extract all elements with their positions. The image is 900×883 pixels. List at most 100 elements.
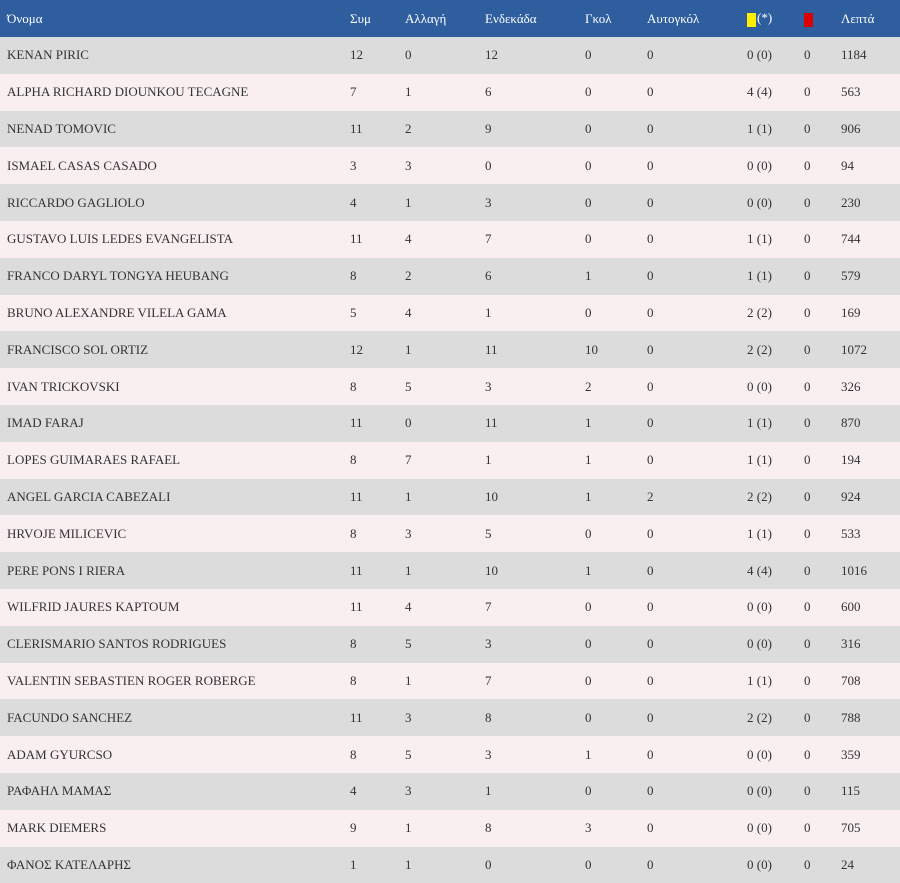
- table-row: KENAN PIRIC 12 0 12 0 0 0 (0) 0 1184: [0, 37, 900, 74]
- cell-player-name[interactable]: GUSTAVO LUIS LEDES EVANGELISTA: [7, 231, 234, 247]
- cell-apps: 8: [350, 452, 357, 468]
- cell-starts: 7: [485, 231, 492, 247]
- cell-player-name[interactable]: NENAD TOMOVIC: [7, 120, 116, 136]
- cell-starts: 0: [485, 157, 492, 173]
- cell-player-name[interactable]: WILFRID JAURES KAPTOUM: [7, 599, 180, 615]
- cell-yellow-cards: 2 (2): [747, 304, 772, 320]
- cell-goals: 0: [585, 783, 592, 799]
- cell-apps: 7: [350, 84, 357, 100]
- cell-minutes: 906: [841, 120, 861, 136]
- cell-red-cards: 0: [804, 415, 811, 431]
- cell-goals: 1: [585, 562, 592, 578]
- cell-player-name[interactable]: VALENTIN SEBASTIEN ROGER ROBERGE: [7, 672, 256, 688]
- cell-own-goals: 0: [647, 820, 654, 836]
- cell-minutes: 115: [841, 783, 861, 799]
- cell-starts: 3: [485, 194, 492, 210]
- cell-yellow-cards: 0 (0): [747, 856, 772, 872]
- cell-yellow-cards: 1 (1): [747, 452, 772, 468]
- cell-player-name[interactable]: ADAM GYURCSO: [7, 746, 113, 762]
- table-row: CLERISMARIO SANTOS RODRIGUES 8 5 3 0 0 0 (0) 0 3…: [0, 625, 900, 663]
- col-header-starts[interactable]: Ενδεκάδα: [485, 10, 537, 26]
- cell-player-name[interactable]: FACUNDO SANCHEZ: [7, 709, 133, 725]
- cell-minutes: 563: [841, 84, 861, 100]
- cell-player-name[interactable]: FRANCO DARYL TONGYA HEUBANG: [7, 268, 229, 284]
- cell-yellow-cards: 4 (4): [747, 84, 772, 100]
- cell-player-name[interactable]: ISMAEL CASAS CASADO: [7, 157, 157, 173]
- cell-player-name[interactable]: PERE PONS I RIERA: [7, 562, 126, 578]
- cell-starts: 8: [485, 709, 492, 725]
- cell-red-cards: 0: [804, 84, 811, 100]
- yellow-card-suffix: (*): [757, 10, 773, 26]
- cell-starts: 7: [485, 599, 492, 615]
- cell-minutes: 533: [841, 525, 861, 541]
- cell-player-name[interactable]: ΦΑΝΟΣ ΚΑΤΕΛΑΡΗΣ: [7, 856, 132, 872]
- cell-starts: 11: [485, 341, 498, 357]
- cell-player-name[interactable]: MARK DIEMERS: [7, 820, 107, 836]
- cell-starts: 1: [485, 452, 492, 468]
- cell-player-name[interactable]: KENAN PIRIC: [7, 47, 89, 63]
- cell-apps: 12: [350, 47, 363, 63]
- cell-goals: 3: [585, 820, 592, 836]
- cell-yellow-cards: 1 (1): [747, 415, 772, 431]
- cell-apps: 11: [350, 120, 363, 136]
- col-header-goals[interactable]: Γκολ: [585, 10, 612, 26]
- cell-apps: 11: [350, 231, 363, 247]
- cell-red-cards: 0: [804, 47, 811, 63]
- cell-yellow-cards: 0 (0): [747, 820, 772, 836]
- col-header-own-goals[interactable]: Αυτογκόλ: [647, 10, 700, 26]
- cell-player-name[interactable]: FRANCISCO SOL ORTIZ: [7, 341, 149, 357]
- cell-starts: 5: [485, 525, 492, 541]
- cell-player-name[interactable]: BRUNO ALEXANDRE VILELA GAMA: [7, 304, 227, 320]
- cell-yellow-cards: 0 (0): [747, 636, 772, 652]
- cell-minutes: 744: [841, 231, 861, 247]
- cell-goals: 0: [585, 84, 592, 100]
- cell-apps: 9: [350, 820, 357, 836]
- cell-yellow-cards: 0 (0): [747, 746, 772, 762]
- col-header-minutes[interactable]: Λεπτά: [841, 10, 875, 26]
- cell-red-cards: 0: [804, 599, 811, 615]
- col-header-yellow-cards[interactable]: (*): [747, 0, 804, 37]
- red-card-icon: [804, 12, 813, 27]
- col-header-apps[interactable]: Συμ: [350, 10, 371, 26]
- cell-yellow-cards: 0 (0): [747, 157, 772, 173]
- cell-starts: 3: [485, 378, 492, 394]
- table-row: ANGEL GARCIA CABEZALI 11 1 10 1 2 2 (2) 0 924: [0, 478, 900, 516]
- cell-red-cards: 0: [804, 746, 811, 762]
- cell-subs: 2: [405, 120, 412, 136]
- cell-player-name[interactable]: CLERISMARIO SANTOS RODRIGUES: [7, 636, 227, 652]
- cell-own-goals: 0: [647, 525, 654, 541]
- cell-goals: 1: [585, 746, 592, 762]
- col-header-subs[interactable]: Αλλαγή: [405, 10, 447, 26]
- cell-player-name[interactable]: RICCARDO GAGLIOLO: [7, 194, 145, 210]
- cell-own-goals: 0: [647, 636, 654, 652]
- cell-player-name[interactable]: IMAD FARAJ: [7, 415, 84, 431]
- table-row: BRUNO ALEXANDRE VILELA GAMA 5 4 1 0 0 2 (2) 0 16…: [0, 294, 900, 332]
- cell-starts: 7: [485, 672, 492, 688]
- cell-red-cards: 0: [804, 304, 811, 320]
- cell-subs: 3: [405, 525, 412, 541]
- cell-subs: 5: [405, 378, 412, 394]
- col-header-red-cards[interactable]: [804, 0, 841, 37]
- cell-red-cards: 0: [804, 856, 811, 872]
- cell-own-goals: 0: [647, 415, 654, 431]
- table-header-row: Όνομα Συμ Αλλαγή Ενδεκάδα Γκολ Αυτογκόλ …: [0, 0, 900, 37]
- cell-player-name[interactable]: ANGEL GARCIA CABEZALI: [7, 488, 171, 504]
- cell-player-name[interactable]: HRVOJE MILICEVIC: [7, 525, 127, 541]
- cell-player-name[interactable]: LOPES GUIMARAES RAFAEL: [7, 452, 181, 468]
- cell-subs: 0: [405, 47, 412, 63]
- cell-yellow-cards: 1 (1): [747, 231, 772, 247]
- cell-minutes: 788: [841, 709, 861, 725]
- col-header-name[interactable]: Όνομα: [7, 10, 43, 26]
- table-row: HRVOJE MILICEVIC 8 3 5 0 0 1 (1) 0 533: [0, 515, 900, 553]
- cell-player-name[interactable]: IVAN TRICKOVSKI: [7, 378, 120, 394]
- cell-own-goals: 2: [647, 488, 654, 504]
- cell-subs: 1: [405, 820, 412, 836]
- cell-apps: 8: [350, 636, 357, 652]
- cell-starts: 9: [485, 120, 492, 136]
- cell-player-name[interactable]: ALPHA RICHARD DIOUNKOU TECAGNE: [7, 84, 249, 100]
- cell-red-cards: 0: [804, 562, 811, 578]
- cell-red-cards: 0: [804, 157, 811, 173]
- cell-player-name[interactable]: ΡΑΦΑΗΛ ΜΑΜΑΣ: [7, 783, 112, 799]
- cell-own-goals: 0: [647, 783, 654, 799]
